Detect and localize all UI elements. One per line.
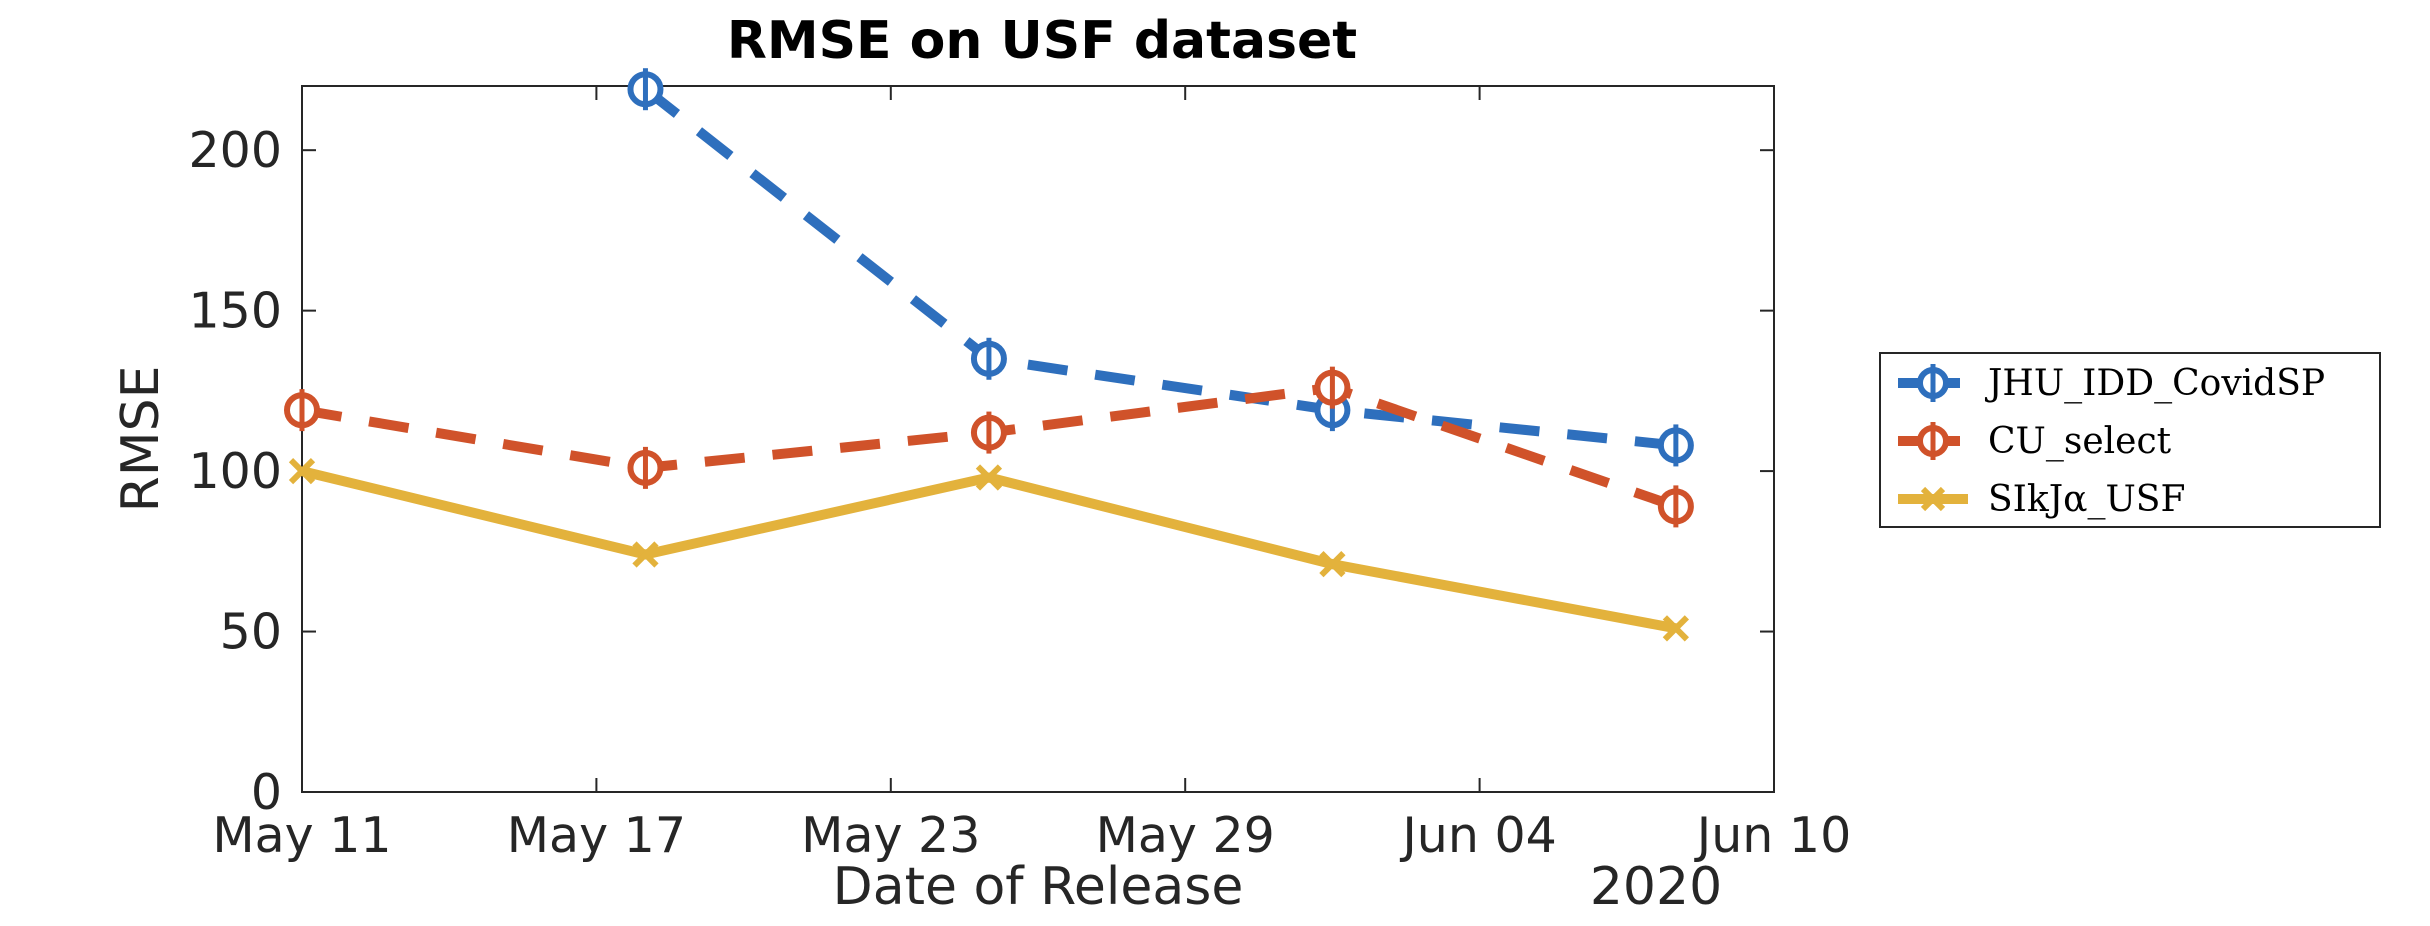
x-tick-label: May 17	[507, 807, 686, 864]
legend-item-1: CU_select	[1898, 421, 2172, 462]
circle-marker	[1657, 424, 1694, 467]
y-axis-ticks: 0 50 100 150 200	[188, 122, 1774, 821]
series-line	[642, 85, 1677, 451]
x-marker-stroke	[288, 457, 316, 485]
circle-marker	[627, 68, 664, 111]
circle-marker	[970, 337, 1007, 380]
legend-item-0: JHU_IDD_CovidSP	[1898, 363, 2325, 404]
circle-marker	[627, 446, 664, 489]
y-tick-label: 200	[188, 122, 282, 179]
x-tick-label: Jun 04	[1399, 807, 1557, 864]
legend-label: SIkJα_USF	[1988, 479, 2185, 520]
plot-axes: May 11 May 17 May 23 May 29 Jun 04 Jun 10 0 50…	[188, 85, 1851, 864]
x-tick-label: May 23	[801, 807, 980, 864]
x-tick-label: May 11	[212, 807, 391, 864]
x-tick-label: May 29	[1096, 807, 1275, 864]
legend-item-2: SIkJα_USF	[1898, 479, 2185, 520]
circle-marker	[1657, 485, 1694, 528]
circle-marker	[1917, 422, 1949, 460]
plot-area-frame	[301, 85, 1775, 793]
series-0	[627, 68, 1694, 467]
circle-marker	[1917, 364, 1949, 402]
x-marker	[288, 457, 316, 485]
y-axis-label: RMSE	[111, 366, 171, 513]
series-1	[284, 366, 1694, 528]
x-marker-stroke	[1920, 486, 1946, 512]
x-marker-stroke	[1319, 551, 1346, 578]
circle-marker	[970, 411, 1007, 454]
x-marker-stroke	[632, 541, 659, 568]
x-axis-year-label: 2020	[1590, 857, 1722, 917]
x-marker	[1662, 615, 1689, 642]
x-marker-stroke	[1662, 615, 1689, 642]
x-marker-stroke	[975, 464, 1003, 491]
legend-label: JHU_IDD_CovidSP	[1984, 363, 2325, 404]
legend-label: CU_select	[1988, 421, 2172, 462]
circle-marker	[284, 389, 320, 432]
x-axis-ticks: May 11 May 17 May 23 May 29 Jun 04 Jun 10	[212, 86, 1851, 864]
x-axis-label: Date of Release	[833, 857, 1244, 917]
y-tick-label: 100	[188, 443, 282, 500]
x-marker	[1920, 486, 1946, 512]
legend: JHU_IDD_CovidSP CU_select SIkJα_USF	[1879, 352, 2381, 528]
x-tick-label: Jun 10	[1694, 807, 1852, 864]
series-2	[288, 457, 1689, 642]
x-marker	[975, 464, 1003, 491]
x-marker	[632, 541, 659, 568]
circle-marker	[1314, 366, 1351, 409]
y-tick-label: 0	[251, 764, 282, 821]
legend-items: JHU_IDD_CovidSP CU_select SIkJα_USF	[1898, 363, 2325, 520]
x-marker	[1319, 551, 1346, 578]
chart-title: RMSE on USF dataset	[727, 11, 1357, 71]
series-layer	[284, 68, 1694, 642]
y-tick-label: 50	[220, 604, 282, 661]
y-tick-label: 150	[188, 283, 282, 340]
